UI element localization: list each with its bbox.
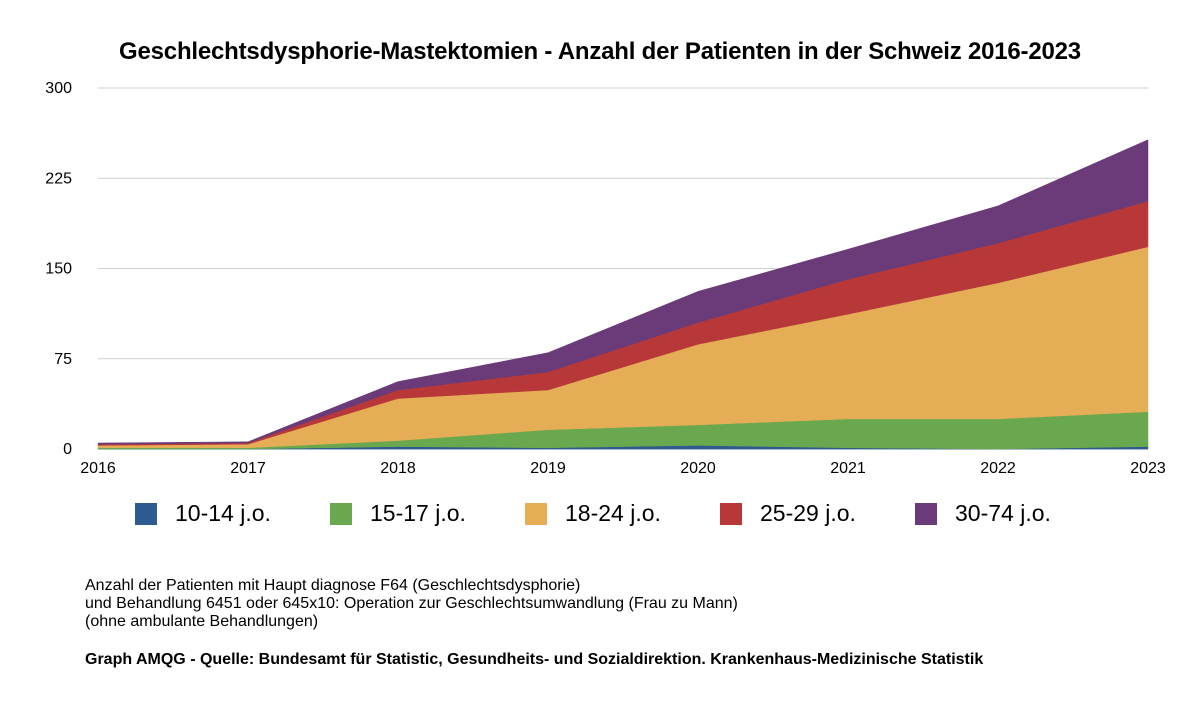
x-tick-label: 2018 (380, 460, 416, 477)
source-credit: Graph AMQG - Quelle: Bundesamt für Stati… (85, 651, 984, 668)
chart-notes: Anzahl der Patienten mit Haupt diagnose … (85, 577, 738, 631)
y-tick-label: 300 (45, 80, 72, 97)
legend-item: 10-14 j.o. (135, 500, 271, 527)
chart-title: Geschlechtsdysphorie-Mastektomien - Anza… (119, 38, 1081, 65)
legend-item: 18-24 j.o. (525, 500, 661, 527)
x-tick-label: 2023 (1130, 460, 1166, 477)
legend-item: 25-29 j.o. (720, 500, 856, 527)
note-line-2: und Behandlung 6451 oder 645x10: Operati… (85, 595, 738, 612)
legend: 10-14 j.o. 15-17 j.o. 18-24 j.o. 25-29 j.o.… (135, 500, 1135, 534)
x-tick-label: 2022 (980, 460, 1016, 477)
area-chart: 0 75 150 225 300 2016 2017 2018 2019 2020 2021 202… (45, 80, 1166, 477)
legend-item: 15-17 j.o. (330, 500, 466, 527)
y-tick-label: 225 (45, 170, 72, 187)
legend-label: 30-74 j.o. (955, 500, 1051, 526)
y-tick-label: 0 (63, 441, 72, 458)
legend-label: 15-17 j.o. (370, 500, 466, 526)
legend-swatch (525, 502, 547, 525)
x-tick-label: 2016 (80, 460, 116, 477)
x-tick-label: 2017 (230, 460, 266, 477)
x-tick-label: 2020 (680, 460, 716, 477)
legend-label: 10-14 j.o. (175, 500, 271, 526)
x-axis-ticks: 2016 2017 2018 2019 2020 2021 2022 2023 (80, 460, 1166, 477)
note-line-1: Anzahl der Patienten mit Haupt diagnose … (85, 577, 581, 594)
legend-swatch (135, 502, 157, 525)
x-tick-label: 2021 (830, 460, 866, 477)
y-axis-ticks: 0 75 150 225 300 (45, 80, 72, 458)
y-tick-label: 75 (54, 351, 72, 368)
legend-swatch (915, 502, 937, 525)
y-tick-label: 150 (45, 261, 72, 278)
legend-label: 25-29 j.o. (760, 500, 856, 526)
stacked-areas (97, 139, 1149, 450)
legend-item: 30-74 j.o. (915, 500, 1051, 527)
area-series-5 (97, 139, 1149, 445)
legend-label: 18-24 j.o. (565, 500, 661, 526)
legend-swatch (330, 502, 352, 525)
x-tick-label: 2019 (530, 460, 566, 477)
note-line-3: (ohne ambulante Behandlungen) (85, 613, 319, 630)
legend-swatch (720, 502, 742, 525)
